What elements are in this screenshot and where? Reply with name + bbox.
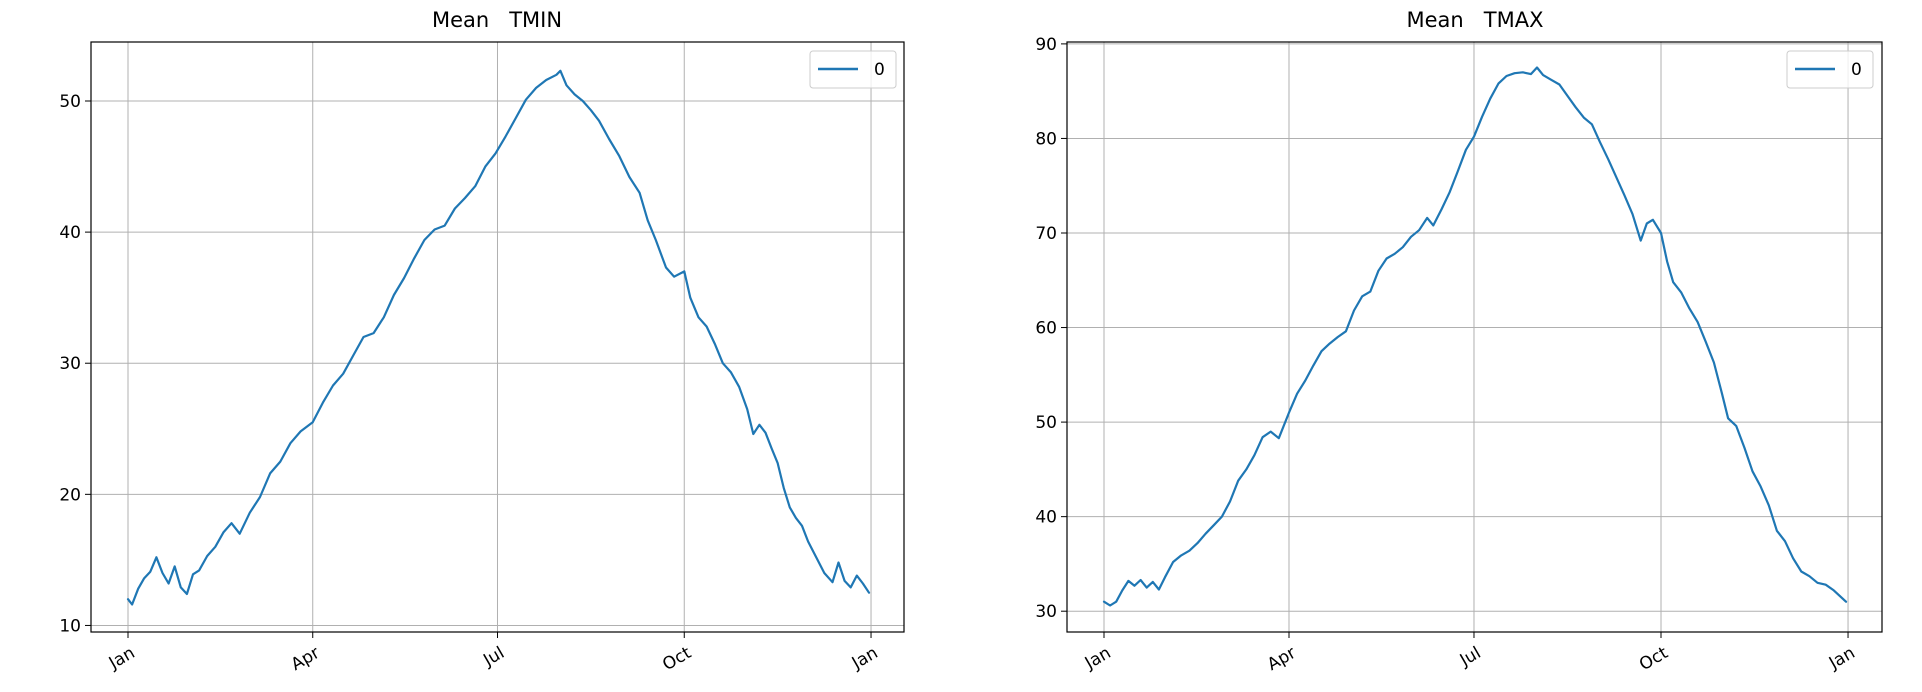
y-tick-label: 40 (59, 223, 81, 243)
x-tick-label: Jan (1825, 643, 1859, 674)
y-tick-label: 50 (1035, 413, 1057, 433)
chart-tmin-series (126, 69, 871, 606)
y-tick-label: 80 (1035, 129, 1057, 149)
series-line (126, 69, 871, 606)
chart-tmin-title: Mean TMIN (432, 8, 562, 32)
chart-tmax-y-ticks: 30 40 50 60 70 80 90 (1035, 35, 1067, 622)
chart-tmin-y-ticks: 10 20 30 40 50 (59, 92, 91, 636)
x-tick-label: Jul (479, 643, 508, 671)
x-tick-label: Apr (288, 643, 323, 675)
y-tick-label: 10 (59, 616, 81, 636)
chart-tmax-title: Mean TMAX (1407, 8, 1544, 32)
y-tick-label: 90 (1035, 35, 1057, 55)
chart-tmin-x-ticks: Jan Apr Jul Oct Jan (105, 632, 882, 675)
x-tick-label: Oct (1636, 643, 1672, 675)
y-tick-label: 50 (59, 92, 81, 112)
x-tick-label: Jul (1456, 643, 1485, 671)
x-tick-label: Oct (659, 643, 695, 675)
y-tick-label: 30 (59, 354, 81, 374)
y-tick-label: 60 (1035, 319, 1057, 339)
y-tick-label: 40 (1035, 508, 1057, 528)
series-line (1102, 66, 1848, 607)
legend-label: 0 (1851, 60, 1862, 80)
chart-tmin-grid (91, 42, 904, 632)
chart-tmax-plot-frame (1066, 41, 1883, 633)
x-tick-label: Jan (1081, 643, 1115, 674)
chart-tmax-x-ticks: Jan Apr Jul Oct Jan (1081, 632, 1859, 675)
chart-tmin: Mean TMIN 10 20 30 40 50 Jan Apr Jul Oct Jan 0 (59, 8, 905, 675)
x-tick-label: Apr (1264, 643, 1299, 675)
x-tick-label: Jan (848, 643, 882, 674)
chart-tmax-legend: 0 (1786, 50, 1874, 89)
y-tick-label: 30 (1035, 602, 1057, 622)
legend-label: 0 (874, 60, 885, 80)
y-tick-label: 70 (1035, 224, 1057, 244)
chart-tmax-series (1102, 66, 1848, 607)
y-tick-label: 20 (59, 485, 81, 505)
chart-tmin-legend: 0 (809, 50, 897, 89)
chart-tmax-grid (1067, 42, 1882, 632)
x-tick-label: Jan (105, 643, 139, 674)
